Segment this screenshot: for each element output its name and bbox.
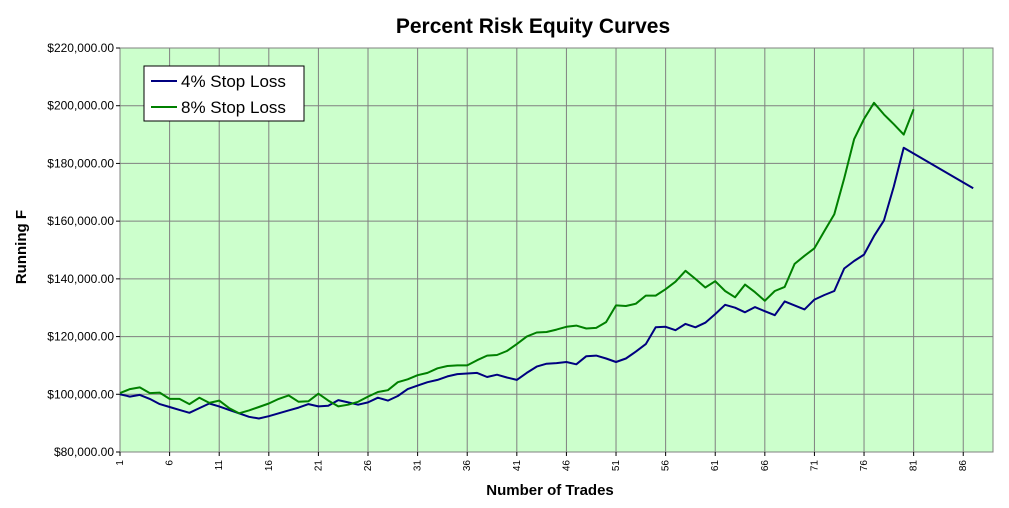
y-tick-label: $140,000.00 — [47, 272, 114, 286]
x-tick-label: 81 — [909, 460, 920, 472]
legend-box — [143, 65, 305, 122]
y-tick-label: $220,000.00 — [47, 41, 114, 55]
y-tick-label: $100,000.00 — [47, 387, 114, 401]
x-tick-label: 21 — [313, 460, 324, 472]
x-tick-label: 6 — [165, 460, 176, 466]
x-tick-label: 51 — [611, 460, 622, 472]
y-tick-label: $200,000.00 — [47, 99, 114, 113]
x-tick-label: 86 — [958, 460, 969, 472]
y-axis-ticks: $80,000.00 $100,000.00 $120,000.00 $140,000… — [47, 41, 120, 459]
x-tick-label: 41 — [512, 460, 523, 472]
chart-title: Percent Risk Equity Curves — [396, 15, 670, 38]
legend-label: 8% Stop Loss — [181, 98, 286, 117]
x-axis-ticks: 1 6 11 16 21 26 31 36 41 46 51 56 61 66 71 76 81 86 — [115, 452, 969, 471]
series-line-2 — [119, 101, 915, 415]
x-tick-label: 61 — [710, 460, 721, 472]
y-tick-label: $80,000.00 — [54, 445, 114, 459]
x-tick-label: 76 — [859, 460, 870, 472]
x-tick-label: 1 — [115, 460, 126, 466]
x-tick-label: 31 — [413, 460, 424, 472]
x-axis-label: Number of Trades — [486, 482, 614, 499]
x-tick-label: 46 — [561, 460, 572, 472]
x-tick-label: 71 — [809, 460, 820, 472]
x-tick-label: 66 — [760, 460, 771, 472]
y-tick-label: $120,000.00 — [47, 330, 114, 344]
x-tick-label: 36 — [462, 460, 473, 472]
legend: 4% Stop Loss 8% Stop Loss — [143, 65, 305, 122]
x-tick-label: 56 — [661, 460, 672, 472]
series-line-1 — [119, 146, 974, 420]
legend-label: 4% Stop Loss — [181, 72, 286, 91]
series-lines — [119, 101, 974, 420]
x-tick-label: 26 — [363, 460, 374, 472]
y-tick-label: $180,000.00 — [47, 156, 114, 170]
y-tick-label: $160,000.00 — [47, 214, 114, 228]
x-tick-label: 11 — [214, 460, 225, 471]
x-tick-label: 16 — [264, 460, 275, 472]
y-axis-label: Running F — [13, 210, 30, 284]
